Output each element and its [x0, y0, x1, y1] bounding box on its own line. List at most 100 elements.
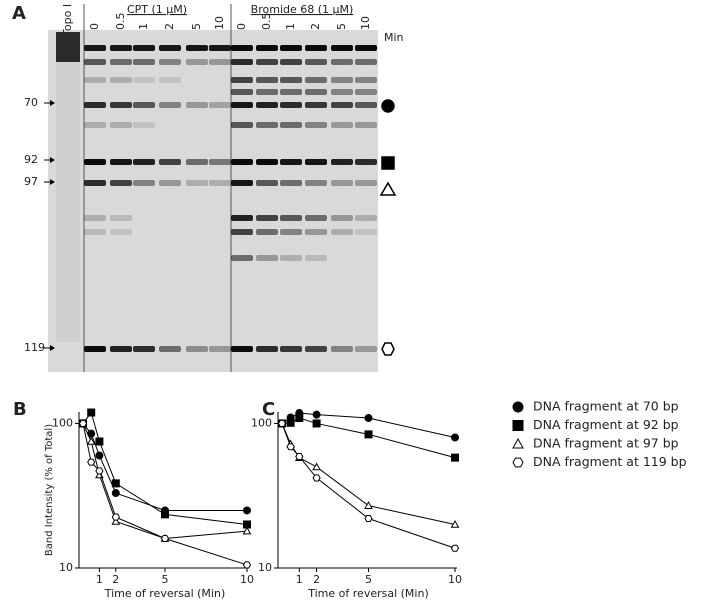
marker — [95, 437, 104, 446]
gel-band — [84, 77, 106, 83]
gel-band — [305, 159, 327, 165]
gel-band — [331, 215, 353, 221]
series-line — [82, 423, 248, 566]
marker — [286, 418, 295, 427]
marker — [312, 410, 321, 419]
marker — [364, 514, 373, 523]
symbol-key — [379, 99, 397, 356]
gel-band — [355, 45, 377, 51]
marker — [277, 419, 287, 427]
gel-band — [280, 255, 302, 261]
legend-marker — [512, 437, 524, 449]
group-label: CPT (1 µM) — [127, 3, 187, 16]
marker-arrow — [50, 157, 55, 163]
marker-arrow — [50, 345, 55, 351]
lane-label: 0 — [88, 23, 101, 30]
gel-band — [159, 180, 181, 186]
gel-band — [159, 77, 181, 83]
gel-band — [209, 45, 231, 51]
marker — [364, 430, 373, 439]
gel-band — [305, 45, 327, 51]
lane-label: 5 — [190, 23, 203, 30]
gel-band — [331, 122, 353, 128]
gel-band — [305, 346, 327, 352]
series-line — [82, 423, 248, 540]
marker — [243, 506, 251, 515]
gel-band — [256, 45, 278, 51]
panel-label: A — [12, 3, 26, 24]
gel-band — [355, 59, 377, 65]
gel-band — [231, 122, 253, 128]
gel-band — [280, 102, 302, 108]
marker — [312, 474, 321, 482]
gel-band — [159, 159, 181, 165]
symbol — [381, 156, 395, 170]
marker-label: 97 — [24, 175, 38, 188]
gel-band — [280, 89, 302, 95]
y-tick-label: 100 — [52, 416, 73, 429]
gel-band — [186, 102, 208, 108]
gel-band — [256, 122, 278, 128]
unit-label: Min — [384, 31, 404, 44]
gel-band — [209, 102, 231, 108]
y-axis-label: Band Intensity (% of Total) — [44, 424, 55, 556]
x-tick-label: 10 — [448, 573, 462, 586]
gel-band — [84, 59, 106, 65]
gel-band — [305, 59, 327, 65]
gel-band — [186, 159, 208, 165]
marker — [111, 513, 120, 521]
marker — [451, 453, 459, 462]
gel-band — [133, 45, 155, 51]
gel-well — [56, 32, 80, 342]
gel-band — [133, 77, 155, 83]
gel-band — [331, 77, 353, 83]
marker — [450, 544, 460, 552]
legend-marker — [512, 457, 524, 468]
gel-band — [256, 229, 278, 235]
gel-band — [355, 89, 377, 95]
marker — [111, 489, 120, 498]
marker — [312, 419, 321, 428]
x-tick-label: 5 — [162, 573, 169, 586]
lane-label: 2 — [163, 23, 176, 30]
gel-band — [331, 45, 353, 51]
legend-marker — [512, 401, 524, 413]
gel-band — [280, 159, 302, 165]
marker — [87, 408, 96, 417]
gel-band — [133, 159, 155, 165]
gel-band — [231, 102, 253, 108]
gel-band — [280, 346, 302, 352]
gel-band — [280, 59, 302, 65]
gel-band — [280, 45, 302, 51]
lane-label: 0 — [235, 23, 248, 30]
gel-band — [256, 180, 278, 186]
gel-band — [133, 122, 155, 128]
lane-label: 1 — [137, 23, 150, 30]
gel-band — [186, 45, 208, 51]
lane-label: 0.5 — [114, 13, 127, 31]
gel-band — [256, 215, 278, 221]
marker-arrow — [50, 100, 55, 106]
gel-band — [231, 180, 253, 186]
marker — [111, 479, 120, 488]
gel-band — [84, 180, 106, 186]
gel-band — [355, 229, 377, 235]
panel-label: C — [262, 399, 275, 420]
x-tick-label: 10 — [240, 573, 254, 586]
gel-band — [209, 59, 231, 65]
marker — [161, 510, 169, 519]
gel-band — [84, 215, 106, 221]
gel-band — [331, 59, 353, 65]
gel-band — [159, 59, 181, 65]
legend-label: DNA fragment at 97 bp — [533, 436, 679, 451]
gel-band — [231, 59, 253, 65]
gel-band — [331, 180, 353, 186]
gel-band — [305, 215, 327, 221]
gel-band — [256, 159, 278, 165]
legend-label: DNA fragment at 92 bp — [533, 417, 679, 432]
gel-band — [305, 229, 327, 235]
symbol — [381, 99, 395, 113]
gel-band — [110, 159, 132, 165]
gel-band — [133, 346, 155, 352]
gel-band — [159, 346, 181, 352]
